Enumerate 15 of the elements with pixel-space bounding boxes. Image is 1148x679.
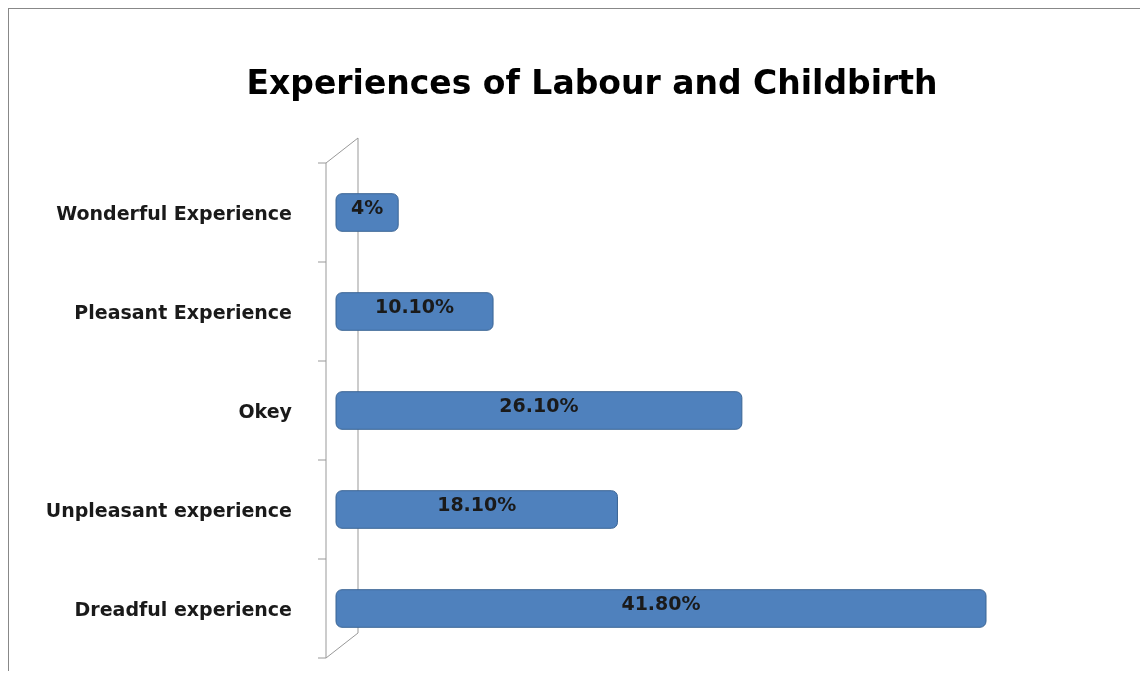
y-tick-label: Okey [238,400,293,422]
data-label: 26.10% [499,394,579,416]
data-label: 4% [350,196,384,218]
bar [335,589,987,628]
data-label: 41.80% [621,592,701,614]
chart-title: Experiences of Labour and Childbirth [246,62,938,102]
bar [335,391,743,430]
data-label: 10.10% [374,295,455,317]
y-tick-label: Wonderful Experience [56,202,292,224]
data-label: 18.10% [437,493,517,515]
y-tick-label: Dreadful experience [74,598,292,620]
y-tick-label: Pleasant Experience [74,301,292,323]
bar [335,490,618,529]
bar [335,292,494,331]
y-tick-label: Unpleasant experience [45,499,292,521]
